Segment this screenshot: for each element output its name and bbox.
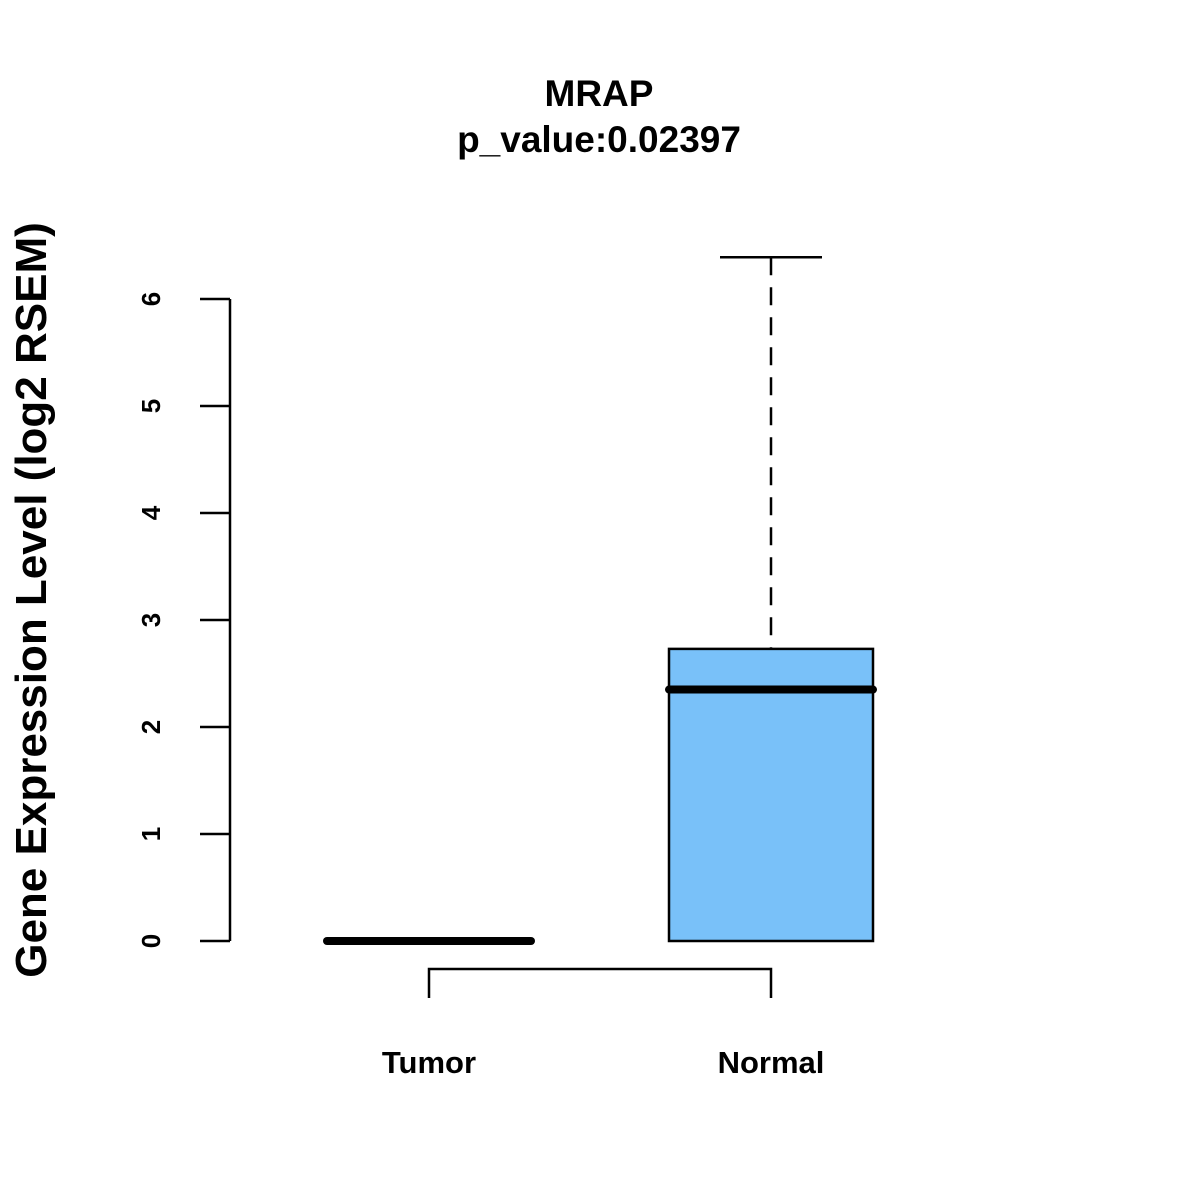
category-labels: Tumor Normal [382,1045,824,1080]
y-axis: 0 1 2 3 4 5 6 [136,292,232,948]
y-axis-label: Gene Expression Level (log2 RSEM) [7,222,56,978]
chart-subtitle: p_value:0.02397 [457,119,741,160]
y-tick-label: 0 [136,934,166,948]
box-body [667,647,875,943]
x-label-normal: Normal [718,1045,825,1080]
y-tick-label: 5 [136,399,166,413]
y-tick-label: 3 [136,613,166,627]
y-tick-label: 2 [136,720,166,734]
y-tick-label: 1 [136,827,166,841]
chart-title: MRAP [545,73,654,114]
boxes [323,256,877,945]
y-tick-label: 4 [136,505,166,520]
x-label-tumor: Tumor [382,1045,476,1080]
bracket-line [427,967,773,998]
box-normal [665,256,877,943]
y-tick-label: 6 [136,292,166,306]
group-bracket [427,967,773,998]
